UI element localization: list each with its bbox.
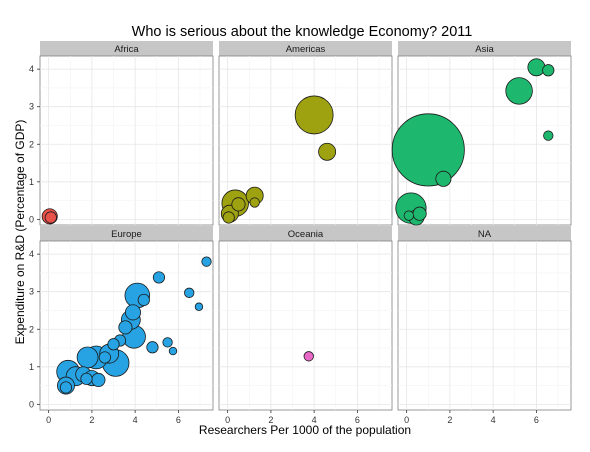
facet-panel-americas: Americas xyxy=(218,41,393,226)
data-point xyxy=(249,197,260,208)
data-point xyxy=(391,113,465,187)
data-point xyxy=(118,320,133,335)
data-point xyxy=(168,346,178,356)
data-point xyxy=(403,210,414,221)
facet-strip-label: NA xyxy=(478,229,492,240)
data-point xyxy=(162,337,173,348)
y-tick-label: 1 xyxy=(29,362,34,372)
data-point xyxy=(543,130,554,141)
data-point xyxy=(80,372,93,385)
facet-panel-background xyxy=(218,240,393,411)
x-tick-label: 6 xyxy=(355,415,360,425)
facet-panel-background xyxy=(397,240,572,411)
facet-panel-asia: Asia xyxy=(391,41,572,226)
x-tick-label: 4 xyxy=(312,415,317,425)
facet-strip xyxy=(219,41,392,56)
facet-panel-africa: Africa 0 1 2 3 4 xyxy=(29,41,214,226)
data-point xyxy=(137,293,150,307)
data-point xyxy=(59,381,73,394)
facet-strip xyxy=(219,226,392,241)
chart-title: Who is serious about the knowledge Econo… xyxy=(132,24,473,40)
x-axis-label: Researchers Per 1000 of the population xyxy=(199,423,411,437)
data-point xyxy=(91,372,106,388)
x-tick-label: 4 xyxy=(133,415,138,425)
facet-strip xyxy=(398,226,571,241)
facet-panel-oceania: Oceania 0 2 4 6 xyxy=(218,226,393,425)
facet-strip xyxy=(40,41,213,56)
x-tick-label: 0 xyxy=(46,415,51,425)
y-tick-label: 0 xyxy=(29,399,34,409)
x-tick-label: 2 xyxy=(89,415,94,425)
x-tick-label: 4 xyxy=(491,415,496,425)
data-point xyxy=(303,351,314,362)
data-point xyxy=(76,346,99,369)
data-point xyxy=(542,64,555,77)
data-point xyxy=(231,197,246,212)
x-tick-label: 0 xyxy=(225,415,230,425)
data-point xyxy=(184,287,195,298)
data-point xyxy=(201,256,212,267)
facet-strip xyxy=(398,41,571,56)
facet-strip-label: Oceania xyxy=(288,229,324,240)
data-point xyxy=(527,58,546,77)
data-point xyxy=(294,95,334,135)
facet-panel-background xyxy=(39,55,214,226)
data-point xyxy=(222,211,235,224)
data-point xyxy=(318,142,337,161)
data-point xyxy=(107,338,120,351)
y-tick-label: 1 xyxy=(29,177,34,187)
data-point xyxy=(505,77,533,105)
y-tick-label: 2 xyxy=(29,324,34,334)
y-tick-label: 2 xyxy=(29,139,34,149)
facet-strip-label: Americas xyxy=(286,44,326,55)
y-tick-label: 3 xyxy=(29,102,34,112)
facet-strip-label: Asia xyxy=(475,44,494,55)
data-point xyxy=(98,351,111,364)
data-point xyxy=(124,304,141,321)
facet-panel-europe: Europe 0 2 4 6 0 1 2 3 4 xyxy=(29,226,214,425)
data-point xyxy=(435,170,452,187)
x-tick-label: 6 xyxy=(176,415,181,425)
y-tick-label: 3 xyxy=(29,287,34,297)
x-tick-label: 2 xyxy=(268,415,273,425)
y-tick-label: 4 xyxy=(29,249,34,259)
facet-strip-label: Africa xyxy=(114,44,139,55)
data-point xyxy=(194,302,204,311)
y-tick-label: 0 xyxy=(29,214,34,224)
facet-strip-label: Europe xyxy=(111,229,142,240)
data-point xyxy=(412,206,427,221)
data-point xyxy=(152,271,166,284)
x-tick-label: 2 xyxy=(447,415,452,425)
y-tick-label: 4 xyxy=(29,64,34,74)
data-point xyxy=(44,211,57,224)
facet-panel-na: NA 0 2 4 6 xyxy=(397,226,572,425)
y-axis-label: Expenditure on R&D (Percentage of GDP) xyxy=(13,120,27,345)
data-point xyxy=(146,341,159,354)
x-tick-label: 0 xyxy=(404,415,409,425)
facet-strip xyxy=(40,226,213,241)
x-tick-label: 6 xyxy=(534,415,539,425)
